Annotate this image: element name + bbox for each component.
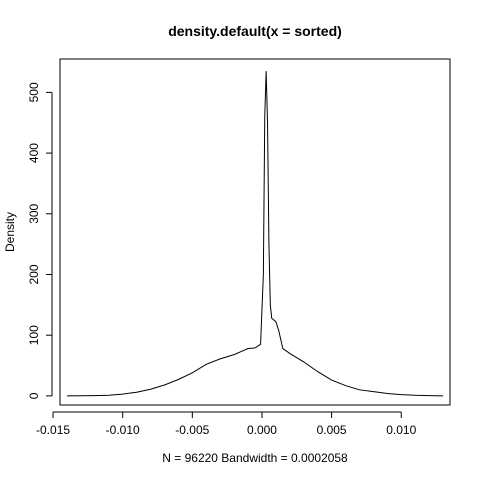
x-axis: -0.015 -0.010 -0.005 0.000 0.005 0.010 bbox=[36, 411, 417, 437]
y-axis: 0 100 200 300 400 500 bbox=[27, 82, 53, 399]
chart-title: density.default(x = sorted) bbox=[168, 23, 342, 39]
y-tick-label: 200 bbox=[27, 264, 41, 284]
y-tick-label: 400 bbox=[27, 143, 41, 163]
density-line bbox=[66, 71, 444, 397]
x-axis-label: N = 96220 Bandwidth = 0.0002058 bbox=[162, 451, 348, 465]
x-tick-label: 0.010 bbox=[386, 423, 416, 437]
y-tick-label: 300 bbox=[27, 203, 41, 223]
x-tick-label: 0.000 bbox=[247, 423, 277, 437]
x-tick-label: -0.005 bbox=[175, 423, 209, 437]
y-tick-label: 0 bbox=[27, 392, 41, 399]
plot-frame bbox=[59, 58, 451, 406]
x-tick-label: -0.015 bbox=[36, 423, 70, 437]
x-tick-label: -0.010 bbox=[106, 423, 140, 437]
y-tick-label: 500 bbox=[27, 82, 41, 102]
y-tick-label: 100 bbox=[27, 325, 41, 345]
x-tick-label: 0.005 bbox=[317, 423, 347, 437]
y-axis-label: Density bbox=[3, 212, 17, 252]
